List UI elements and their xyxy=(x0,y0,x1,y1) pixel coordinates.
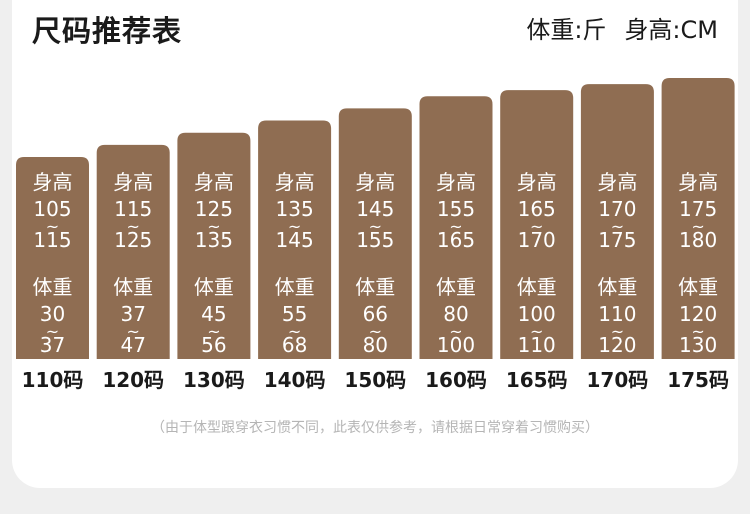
bar-height-label: 身高 xyxy=(436,170,476,194)
size-bar xyxy=(500,90,574,360)
size-tick-label: 175码 xyxy=(667,368,729,392)
bar-weight-sep: ~ xyxy=(46,322,59,341)
bar-height-max: 155 xyxy=(356,228,394,252)
bar-height-label: 身高 xyxy=(517,170,557,194)
bar-weight-min: 30 xyxy=(40,302,65,326)
bar-weight-label: 体重 xyxy=(33,275,73,299)
bar-height-sep: ~ xyxy=(288,217,301,236)
bar-weight-sep: ~ xyxy=(207,322,220,341)
size-bar-chart: 身高105~115体重30~37110码身高115~125体重37~47120码… xyxy=(16,78,735,392)
size-bar xyxy=(580,84,654,360)
bar-height-max: 175 xyxy=(598,228,636,252)
size-bar xyxy=(258,120,332,360)
bar-weight-label: 体重 xyxy=(113,275,153,299)
bar-weight-max: 80 xyxy=(363,333,388,357)
bar-height-max: 115 xyxy=(33,228,71,252)
bar-height-sep: ~ xyxy=(46,217,59,236)
bar-height-label: 身高 xyxy=(678,170,718,194)
bar-height-sep: ~ xyxy=(530,217,543,236)
bar-weight-max: 56 xyxy=(201,333,226,357)
bar-weight-max: 100 xyxy=(437,333,475,357)
bar-height-min: 145 xyxy=(356,197,394,221)
size-tick-label: 170码 xyxy=(587,368,649,392)
bar-height-min: 155 xyxy=(437,197,475,221)
bar-height-max: 145 xyxy=(276,228,314,252)
bar-height-sep: ~ xyxy=(449,217,462,236)
bar-weight-max: 120 xyxy=(598,333,636,357)
bar-weight-min: 45 xyxy=(201,302,226,326)
bar-weight-label: 体重 xyxy=(275,275,315,299)
bar-weight-sep: ~ xyxy=(369,322,382,341)
bar-weight-sep: ~ xyxy=(611,322,624,341)
bar-weight-min: 110 xyxy=(598,302,636,326)
bar-weight-label: 体重 xyxy=(678,275,718,299)
bar-weight-min: 55 xyxy=(282,302,307,326)
bar-weight-sep: ~ xyxy=(530,322,543,341)
bar-weight-max: 130 xyxy=(679,333,717,357)
size-bar xyxy=(338,108,412,359)
bar-weight-min: 37 xyxy=(120,302,145,326)
bar-height-label: 身高 xyxy=(194,170,234,194)
bar-height-label: 身高 xyxy=(355,170,395,194)
bar-height-min: 170 xyxy=(598,197,636,221)
bar-height-sep: ~ xyxy=(126,217,139,236)
size-tick-label: 140码 xyxy=(264,368,326,392)
bar-weight-min: 100 xyxy=(518,302,556,326)
bar-height-max: 135 xyxy=(195,228,233,252)
bar-height-sep: ~ xyxy=(207,217,220,236)
size-bar xyxy=(177,132,251,359)
bar-height-min: 165 xyxy=(518,197,556,221)
bar-weight-sep: ~ xyxy=(288,322,301,341)
bar-height-label: 身高 xyxy=(113,170,153,194)
bar-weight-label: 体重 xyxy=(597,275,637,299)
bar-height-label: 身高 xyxy=(33,170,73,194)
bar-height-max: 170 xyxy=(518,228,556,252)
bar-weight-sep: ~ xyxy=(691,322,704,341)
size-bar xyxy=(96,144,170,359)
size-bar xyxy=(419,96,493,359)
units-legend: 体重:斤 身高:CM xyxy=(526,10,718,45)
size-bar xyxy=(16,157,89,359)
bar-weight-max: 37 xyxy=(40,333,65,357)
bar-height-max: 165 xyxy=(437,228,475,252)
weight-unit-label: 体重:斤 xyxy=(526,16,607,44)
bar-height-sep: ~ xyxy=(369,217,382,236)
size-tick-label: 120码 xyxy=(102,368,164,392)
bar-height-max: 125 xyxy=(114,228,152,252)
bar-weight-label: 体重 xyxy=(436,275,476,299)
bar-weight-min: 80 xyxy=(443,302,468,326)
bar-height-min: 115 xyxy=(114,197,152,221)
height-unit-label: 身高:CM xyxy=(624,16,718,44)
bar-weight-max: 47 xyxy=(120,333,145,357)
size-tick-label: 130码 xyxy=(183,368,245,392)
bar-weight-label: 体重 xyxy=(194,275,234,299)
bar-weight-min: 66 xyxy=(363,302,388,326)
page-title: 尺码推荐表 xyxy=(32,14,183,48)
footnote: （由于体型跟穿衣习惯不同，此表仅供参考，请根据日常穿着习惯购买） xyxy=(151,420,599,436)
bar-weight-max: 68 xyxy=(282,333,307,357)
bar-height-label: 身高 xyxy=(597,170,637,194)
bar-height-label: 身高 xyxy=(275,170,315,194)
size-tick-label: 160码 xyxy=(425,368,487,392)
size-tick-label: 110码 xyxy=(22,368,84,392)
bar-height-max: 180 xyxy=(679,228,717,252)
bar-weight-min: 120 xyxy=(679,302,717,326)
size-bar xyxy=(661,78,735,359)
bar-weight-sep: ~ xyxy=(449,322,462,341)
bar-height-min: 125 xyxy=(195,197,233,221)
size-tick-label: 150码 xyxy=(344,368,406,392)
bar-height-min: 105 xyxy=(33,197,71,221)
bar-height-sep: ~ xyxy=(691,217,704,236)
bar-weight-sep: ~ xyxy=(126,322,139,341)
size-tick-label: 165码 xyxy=(506,368,568,392)
bar-weight-label: 体重 xyxy=(517,275,557,299)
bar-height-min: 175 xyxy=(679,197,717,221)
bar-weight-label: 体重 xyxy=(355,275,395,299)
bar-weight-max: 110 xyxy=(518,333,556,357)
bar-height-min: 135 xyxy=(276,197,314,221)
bar-height-sep: ~ xyxy=(611,217,624,236)
